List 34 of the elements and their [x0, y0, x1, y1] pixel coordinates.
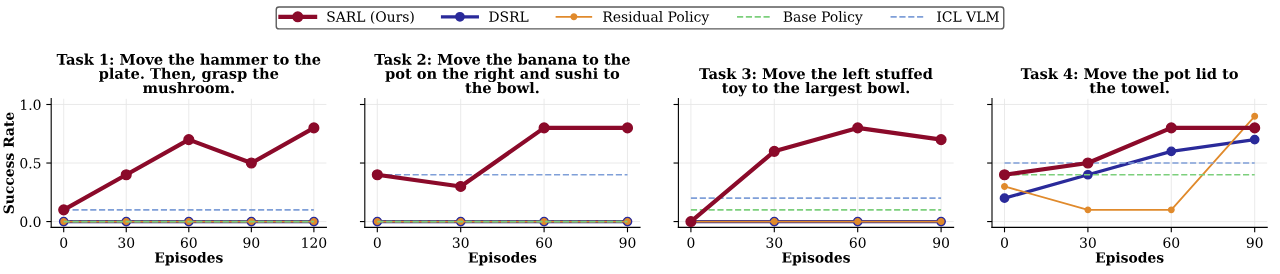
- legend-label: Base Policy: [783, 11, 863, 25]
- x-tick-label: 0: [373, 237, 381, 248]
- chart-title: Task 4: Move the pot lid to the towel.: [1020, 67, 1238, 94]
- x-tick-label: 0: [687, 237, 695, 248]
- x-tick-label: 90: [1246, 237, 1263, 248]
- legend-label: Residual Policy: [603, 11, 710, 25]
- y-tick-label: 0.0: [20, 216, 41, 228]
- x-tick-label: 60: [849, 237, 866, 248]
- x-tick-label: 30: [766, 237, 783, 248]
- y-tick-label: 1.0: [21, 99, 41, 110]
- x-tick-label: 30: [452, 237, 469, 248]
- x-axis-title: Episodes: [468, 251, 537, 266]
- chart-title: Task 1: Move the hammer to the plate. Then, grasp the mushroom.: [56, 53, 321, 94]
- x-axis-title: Episodes: [1095, 251, 1164, 266]
- x-tick-label: 90: [619, 237, 636, 248]
- x-tick-label: 30: [118, 237, 135, 248]
- x-tick-label: 0: [60, 237, 68, 248]
- x-axis-title: Episodes: [782, 251, 850, 266]
- x-tick-label: 0: [1001, 237, 1009, 248]
- x-tick-label: 120: [302, 237, 327, 248]
- x-tick-label: 60: [1163, 237, 1180, 248]
- x-tick-label: 60: [180, 237, 197, 248]
- legend-label: SARL (Ours): [327, 11, 414, 24]
- x-tick-label: 90: [243, 237, 260, 248]
- legend-label: ICL VLM: [937, 11, 999, 22]
- x-tick-label: 60: [536, 237, 553, 248]
- y-tick-label: 0.5: [20, 158, 41, 169]
- y-axis-title: Success Rate: [3, 112, 14, 214]
- x-axis-title: Episodes: [154, 251, 223, 266]
- chart-title: Task 3: Move the left stuffed toy to the largest bowl.: [699, 67, 933, 97]
- legend-label: DSRL: [489, 11, 529, 22]
- chart-title: Task 2: Move the banana to the pot on the right and sushi to the bowl.: [374, 53, 630, 94]
- x-tick-label: 90: [933, 237, 950, 248]
- x-tick-label: 30: [1080, 237, 1096, 248]
